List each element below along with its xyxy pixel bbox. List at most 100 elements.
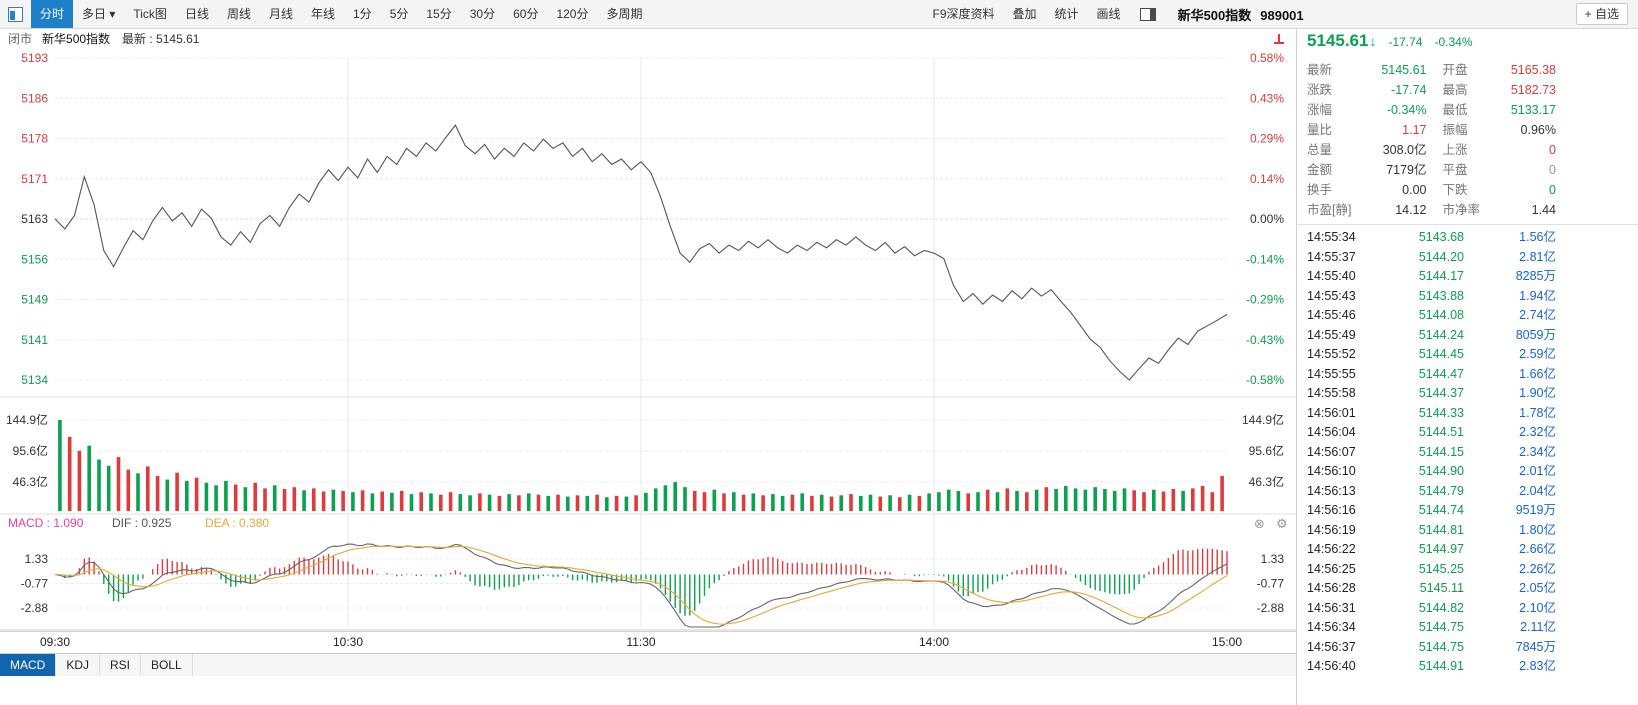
close-indicator-icon[interactable]: ⊗	[1254, 516, 1265, 531]
dif-value-label: DIF : 0.925	[112, 516, 172, 530]
volume-bar	[614, 495, 619, 511]
period-tab[interactable]: 1分	[353, 7, 372, 21]
volume-bar	[1191, 488, 1195, 511]
period-tab[interactable]: 年线	[310, 7, 335, 21]
stat-label: 最新	[1307, 63, 1333, 77]
stat-label: 市净率	[1442, 203, 1481, 217]
tick-row: 14:55:46 5144.08 2.74亿	[1307, 306, 1556, 326]
tick-price: 5144.97	[1418, 542, 1464, 556]
macd-axis-label: -0.77	[21, 577, 49, 591]
period-tab[interactable]: 分时	[31, 0, 74, 28]
volume-bar	[1142, 492, 1146, 511]
tick-price: 5144.15	[1418, 444, 1464, 459]
volume-bar	[819, 494, 824, 511]
indicator-tab[interactable]: BOLL	[141, 654, 193, 676]
gear-icon[interactable]: ⚙	[1276, 516, 1288, 531]
dea-value-label: DEA : 0.380	[205, 516, 269, 530]
tick-time: 14:56:22	[1307, 542, 1356, 556]
volume-bar	[1112, 490, 1117, 511]
tick-price: 5143.68	[1418, 230, 1464, 244]
toolbar-menu-item[interactable]: 叠加	[1012, 7, 1037, 21]
volume-bar	[761, 495, 765, 511]
period-tab[interactable]: 60分	[513, 7, 539, 21]
period-tab[interactable]: 多周期	[606, 7, 643, 21]
stat-value: 5165.38	[1510, 63, 1556, 77]
subheader-latest: 最新 : 5145.61	[122, 32, 200, 46]
period-tab[interactable]: 5分	[389, 7, 409, 21]
stats-grid: 最新 5145.61 开盘 5165.38 涨跌 -17.74 最高 5182.73 涨幅 -0.…	[1297, 57, 1638, 225]
chart-period-tabs: 分时 多日 ▾ Tick图 日线 周线 月线 年线 1分 5分 15分 30分 60分 120分 多周期	[31, 0, 652, 28]
bottom-filler	[0, 676, 1296, 705]
volume-bar	[370, 493, 375, 511]
period-tab[interactable]: 日线	[184, 7, 209, 21]
stat-value: -17.74	[1391, 83, 1427, 97]
volume-bar	[214, 485, 218, 511]
volume-bar	[605, 497, 609, 511]
volume-bar	[780, 495, 785, 511]
stat-label: 平盘	[1442, 163, 1468, 177]
toolbar-menu-item[interactable]: 统计	[1054, 7, 1079, 21]
tick-row: 14:56:07 5144.15 2.34亿	[1307, 443, 1556, 463]
volume-bar	[751, 493, 756, 511]
tick-amount: 2.59亿	[1519, 347, 1556, 361]
volume-bar	[233, 484, 238, 511]
chart-column: 闭市 新华500指数 最新 : 5145.61 5193 0.58% 5186 0.4…	[0, 29, 1296, 705]
stat-value: 0.00	[1402, 183, 1427, 197]
tick-row: 14:56:34 5144.75 2.11亿	[1307, 618, 1556, 638]
period-tab[interactable]: 15分	[426, 7, 452, 21]
volume-axis-label: 95.6亿	[13, 443, 48, 458]
period-tab[interactable]: 多日 ▾	[82, 7, 116, 21]
volume-bar	[1083, 489, 1088, 511]
tick-amount: 2.66亿	[1519, 542, 1556, 556]
add-watchlist-button[interactable]: + 自选	[1575, 3, 1628, 25]
tick-row: 14:56:28 5145.11 2.05亿	[1307, 579, 1556, 599]
volume-bar	[165, 479, 170, 511]
panel-toggle-icon[interactable]	[1139, 7, 1156, 21]
period-tab[interactable]: Tick图	[133, 7, 167, 21]
volume-bar	[634, 495, 638, 511]
period-tab[interactable]: 120分	[556, 7, 589, 21]
volume-bar	[1073, 488, 1078, 511]
indicator-tab[interactable]: KDJ	[56, 654, 101, 676]
tick-time: 14:55:37	[1307, 249, 1356, 264]
macd-axis-label: -0.77	[1257, 577, 1285, 591]
volume-bar	[683, 487, 687, 511]
period-tab[interactable]: 30分	[469, 7, 496, 21]
intraday-chart[interactable]: 5193 0.58% 5186 0.43% 5178 0.29% 5171 0.14% 5163…	[0, 49, 1296, 631]
volume-bar	[331, 489, 336, 511]
volume-bar	[1005, 488, 1010, 511]
volume-bar	[204, 482, 209, 511]
volume-bar	[937, 492, 941, 511]
tick-time: 14:55:55	[1307, 366, 1356, 381]
volume-bar	[116, 457, 121, 511]
tick-price: 5144.20	[1418, 249, 1464, 264]
volume-bar	[517, 495, 521, 511]
indicator-tab[interactable]: RSI	[100, 654, 142, 676]
tick-amount: 1.66亿	[1519, 366, 1556, 381]
price-axis-label: 5178	[21, 132, 48, 146]
volume-bar	[966, 493, 970, 511]
volume-bar	[653, 488, 658, 511]
volume-axis-label: 95.6亿	[1249, 443, 1284, 458]
volume-bar	[898, 497, 902, 511]
tick-time: 14:55:43	[1307, 288, 1356, 303]
stat-value: 0	[1549, 143, 1556, 157]
volume-bar	[282, 489, 287, 511]
indicator-tab[interactable]: MACD	[0, 654, 57, 676]
macd-value-label: MACD : 1.090	[8, 516, 84, 530]
toolbar-menu-item[interactable]: F9深度资料	[932, 7, 995, 21]
price-line	[54, 124, 1228, 381]
tick-price: 5144.79	[1418, 483, 1464, 498]
volume-bar	[829, 496, 834, 511]
tick-price: 5144.24	[1418, 327, 1464, 342]
tick-time: 14:56:37	[1307, 639, 1356, 654]
toolbar-menu-item[interactable]: 画线	[1096, 7, 1121, 21]
period-tab[interactable]: 周线	[226, 7, 251, 21]
quote-panel: 5145.61 ↓ -17.74 -0.34% 最新 5145.61 开盘 5165.…	[1296, 29, 1638, 705]
volume-bar	[663, 485, 668, 511]
window-layout-icon[interactable]	[8, 6, 23, 22]
period-tab[interactable]: 月线	[268, 7, 293, 21]
chart-subheader: 闭市 新华500指数 最新 : 5145.61	[0, 29, 1296, 49]
volume-bar	[478, 493, 482, 511]
tick-list[interactable]: 14:55:34 5143.68 1.56亿 14:55:37 5144.20 2.81亿…	[1297, 225, 1638, 705]
